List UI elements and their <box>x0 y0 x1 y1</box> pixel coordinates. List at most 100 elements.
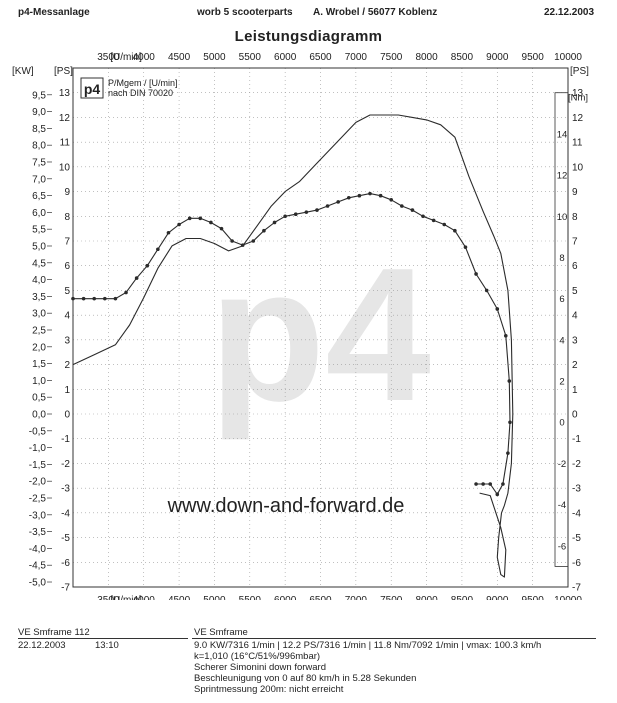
ps-left-tick-label: 4 <box>64 311 70 322</box>
kw-tick-label: 3,0 <box>32 309 46 320</box>
axes-layer: 3500350040004000450045005000500055005500… <box>12 52 589 600</box>
torque-marker <box>431 218 436 223</box>
footer-line-3: Scherer Simonini down forward <box>194 662 327 673</box>
website-text: www.down-and-forward.de <box>167 495 405 517</box>
x-tick-label-bottom: 7500 <box>380 595 403 600</box>
ps-left-tick-label: 0 <box>64 410 70 421</box>
torque-marker <box>209 220 213 225</box>
ps-right-tick-label: 13 <box>572 88 584 99</box>
torque-marker <box>166 230 171 235</box>
kw-tick-label: 5,5 <box>32 225 46 236</box>
nm-tick-label: 10 <box>557 212 568 223</box>
torque-marker <box>346 195 351 200</box>
kw-tick-label: 1,0 <box>32 376 46 387</box>
torque-marker <box>304 210 309 214</box>
x-tick-label-bottom: 5500 <box>239 595 262 600</box>
header-date: 22.12.2003 <box>544 7 595 18</box>
torque-marker <box>92 296 97 301</box>
ps-left-tick-label: 9 <box>64 187 70 198</box>
kw-tick-label: 7,5 <box>32 157 46 168</box>
watermark-text: p4 <box>209 229 431 441</box>
kw-tick-label: 1,5 <box>32 359 46 370</box>
torque-marker <box>156 247 160 252</box>
chart-title: Leistungsdiagramm <box>234 28 383 45</box>
torque-marker <box>357 193 362 198</box>
kw-tick-label: 5,0 <box>32 241 46 252</box>
kw-tick-label: 8,0 <box>32 141 46 152</box>
nm-axis-box <box>554 92 569 567</box>
footer-right-title: VE Smframe <box>194 627 248 638</box>
kw-tick-label: 7,0 <box>32 174 46 185</box>
torque-marker <box>474 272 478 276</box>
axis-unit-nm: [Nm] <box>568 93 588 104</box>
x-tick-label-top: 8000 <box>415 52 438 63</box>
torque-marker <box>507 379 512 383</box>
torque-marker <box>187 216 192 221</box>
ps-left-tick-label: 8 <box>64 212 70 223</box>
torque-marker <box>474 482 478 486</box>
axis-unit-kw: [KW] <box>12 66 34 77</box>
x-tick-label-top: 9500 <box>522 52 545 63</box>
nm-tick-label: 2 <box>559 377 564 388</box>
kw-tick-label: -0,5 <box>29 426 47 437</box>
x-tick-label-bottom: 8000 <box>415 595 438 600</box>
kw-tick-label: 4,5 <box>32 258 46 269</box>
torque-marker <box>463 245 468 249</box>
x-tick-label-bottom: 9000 <box>486 595 509 600</box>
torque-marker <box>81 296 86 301</box>
x-tick-label-bottom: 6000 <box>274 595 297 600</box>
kw-tick-label: 9,5 <box>32 90 46 101</box>
footer-line-1: 9.0 KW/7316 1/min | 12.2 PS/7316 1/min |… <box>194 640 542 651</box>
torque-marker <box>503 333 508 338</box>
kw-tick-label: 6,5 <box>32 191 46 202</box>
ps-right-tick-label: 11 <box>572 138 583 149</box>
x-tick-label-bottom: 7000 <box>345 595 368 600</box>
ps-left-tick-label: -1 <box>61 434 70 445</box>
ps-right-tick-label: 8 <box>572 212 578 223</box>
x-tick-label-bottom: 5000 <box>203 595 226 600</box>
ps-right-tick-label: -3 <box>572 484 581 495</box>
ps-right-tick-label: -4 <box>572 508 581 519</box>
torque-marker <box>283 214 287 219</box>
kw-tick-label: 6,0 <box>32 208 46 219</box>
torque-marker <box>325 204 330 208</box>
nm-tick-label: -2 <box>558 459 566 470</box>
kw-tick-label: 9,0 <box>32 107 46 118</box>
ps-left-tick-label: -3 <box>61 484 70 495</box>
header-left: p4-Messanlage <box>18 7 90 18</box>
torque-marker <box>124 290 128 295</box>
axis-unit-ps-right: [PS] <box>570 66 589 77</box>
ps-left-tick-label: 2 <box>64 360 70 371</box>
legend-line-1: P/Mgem / [U/min] <box>108 78 178 88</box>
legend-logo-box <box>80 77 104 99</box>
ps-left-tick-label: 3 <box>64 335 70 346</box>
footer-left-date: 22.12.2003 <box>18 640 66 651</box>
ps-left-tick-label: 1 <box>64 385 70 396</box>
nm-tick-label: 4 <box>559 335 564 346</box>
ps-left-tick-label: 7 <box>64 237 70 248</box>
ps-left-tick-label: -4 <box>61 508 70 519</box>
ps-right-tick-label: 10 <box>572 162 584 173</box>
x-tick-label-top: 5000 <box>203 52 226 63</box>
footer-line-2: k=1,010 (16°C/51%/996mbar) <box>194 651 321 662</box>
footer-left-divider <box>18 638 188 639</box>
torque-marker <box>389 198 394 202</box>
torque-curve <box>73 193 511 495</box>
x-tick-label-top: 6000 <box>274 52 297 63</box>
x-tick-label-top: 10000 <box>554 52 582 63</box>
x-tick-label-top: 4000 <box>133 52 156 63</box>
x-tick-label-bottom: 3500 <box>97 595 120 600</box>
torque-marker <box>506 451 510 455</box>
nm-tick-label: 14 <box>557 129 568 140</box>
kw-tick-label: -1,5 <box>29 460 47 471</box>
ps-left-tick-label: -6 <box>61 558 70 569</box>
ps-right-tick-label: 6 <box>572 261 578 272</box>
torque-marker <box>484 288 489 293</box>
torque-marker <box>442 222 447 227</box>
nm-tick-label: 6 <box>559 294 564 305</box>
torque-marker <box>145 263 150 268</box>
ps-left-tick-label: -2 <box>61 459 70 470</box>
x-unit-label-bottom: [U/min] <box>110 595 142 600</box>
footer-line-4: Beschleunigung von 0 auf 80 km/h in 5.28… <box>194 673 417 684</box>
torque-marker <box>230 239 234 243</box>
